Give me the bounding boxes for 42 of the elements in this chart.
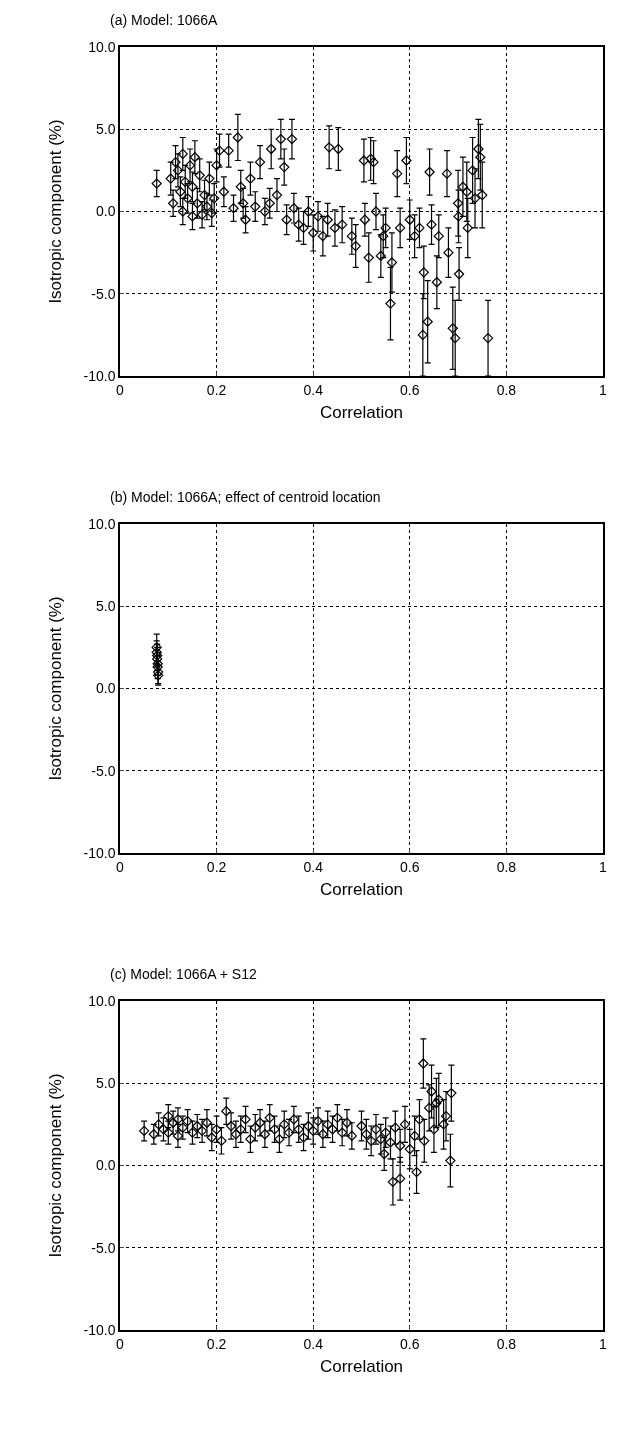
y-axis-title: Isotropic component (%) xyxy=(45,119,65,304)
x-tick-label: 0.2 xyxy=(206,858,227,875)
x-tick-label: 0 xyxy=(116,858,125,875)
x-tick-label: 0 xyxy=(116,1335,125,1352)
y-tick-label: 0.0 xyxy=(95,1157,116,1174)
chart-title: (a) Model: 1066A xyxy=(110,11,219,28)
x-tick-label: 0 xyxy=(116,381,125,398)
y-tick-label: 10.0 xyxy=(88,38,116,55)
y-tick-label: -10.0 xyxy=(83,367,116,384)
y-tick-label: 0.0 xyxy=(95,203,116,220)
chart-title: (c) Model: 1066A + S12 xyxy=(110,965,257,982)
x-tick-label: 0.4 xyxy=(303,381,324,398)
y-tick-label: -5.0 xyxy=(91,285,116,302)
x-tick-label: 1 xyxy=(599,381,608,398)
y-tick-label: -5.0 xyxy=(91,1239,116,1256)
x-tick-label: 0.4 xyxy=(303,858,324,875)
x-tick-label: 0.6 xyxy=(400,381,420,398)
y-tick-label: -10.0 xyxy=(83,844,116,861)
y-tick-label: -10.0 xyxy=(83,1321,116,1338)
x-tick-label: 0.2 xyxy=(206,381,227,398)
y-tick-label: 5.0 xyxy=(95,598,116,615)
y-axis-title: Isotropic component (%) xyxy=(45,1073,65,1258)
x-tick-label: 0.8 xyxy=(496,381,517,398)
y-tick-label: 0.0 xyxy=(95,680,116,697)
x-tick-label: 0.8 xyxy=(496,1335,517,1352)
x-axis-title: Correlation xyxy=(319,403,404,423)
x-tick-label: 0.2 xyxy=(206,1335,227,1352)
x-tick-label: 1 xyxy=(599,858,608,875)
y-tick-label: 10.0 xyxy=(88,515,116,532)
x-tick-label: 0.8 xyxy=(496,858,517,875)
x-axis-title: Correlation xyxy=(319,880,404,900)
x-tick-label: 0.6 xyxy=(400,1335,420,1352)
x-tick-label: 0.6 xyxy=(400,858,420,875)
chart-title: (b) Model: 1066A; effect of centroid location xyxy=(110,488,381,505)
y-tick-label: 5.0 xyxy=(95,1075,116,1092)
y-tick-label: -5.0 xyxy=(91,762,116,779)
y-axis-title: Isotropic component (%) xyxy=(45,596,65,781)
x-tick-label: 0.4 xyxy=(303,1335,324,1352)
x-tick-label: 1 xyxy=(599,1335,608,1352)
y-tick-label: 5.0 xyxy=(95,121,116,138)
x-axis-title: Correlation xyxy=(319,1357,404,1377)
y-tick-label: 10.0 xyxy=(88,992,116,1009)
